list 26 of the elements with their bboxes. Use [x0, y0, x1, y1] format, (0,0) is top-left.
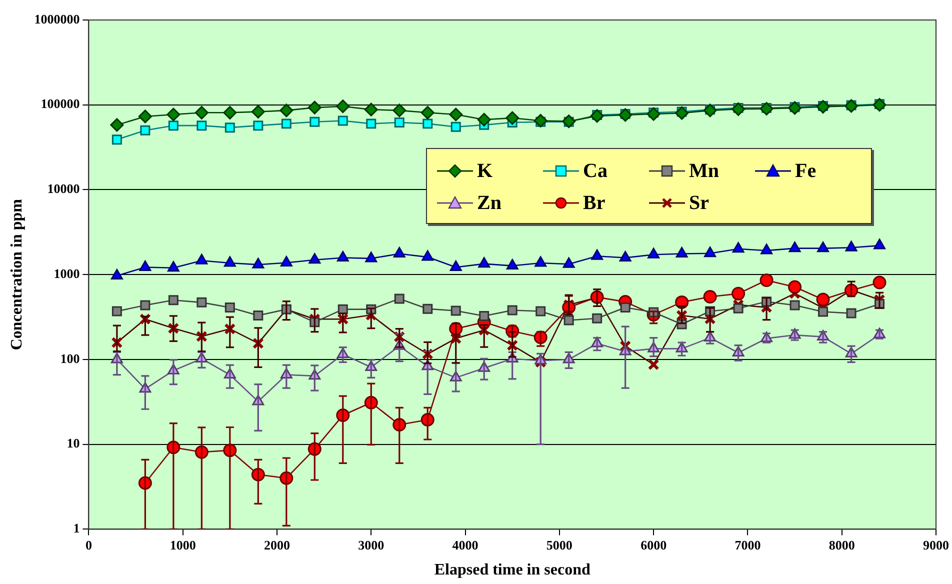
legend-label: Zn: [477, 192, 502, 214]
y-tick-label: 1000000: [34, 11, 80, 26]
x-tick-label: 0: [85, 537, 92, 552]
y-tick-label: 1000: [54, 266, 80, 281]
x-tick-label: 7000: [734, 537, 761, 552]
legend-label: Br: [583, 192, 606, 214]
x-axis-title: Elapsed time in second: [434, 562, 590, 579]
y-tick-label: 100000: [40, 96, 80, 112]
x-tick-label: 4000: [452, 537, 478, 552]
legend-label: Ca: [583, 160, 608, 182]
legend-label: Fe: [795, 160, 816, 182]
legend-label: Mn: [689, 160, 719, 182]
legend-label: Sr: [689, 192, 709, 214]
x-tick-label: 8000: [828, 537, 855, 552]
y-tick-label: 10000: [47, 181, 80, 196]
y-tick-label: 10: [66, 436, 80, 451]
x-tick-label: 5000: [546, 537, 572, 552]
y-tick-label: 100: [60, 350, 80, 366]
x-tick-label: 3000: [358, 537, 384, 552]
x-tick-label: 6000: [640, 537, 667, 552]
x-tick-label: 1000: [170, 537, 196, 552]
x-tick-label: 9000: [923, 537, 949, 552]
x-tick-label: 2000: [264, 537, 290, 552]
legend-label: K: [477, 160, 493, 182]
y-tick-label: 1: [73, 520, 80, 536]
y-axis-title: Concentration in ppm: [8, 198, 26, 350]
